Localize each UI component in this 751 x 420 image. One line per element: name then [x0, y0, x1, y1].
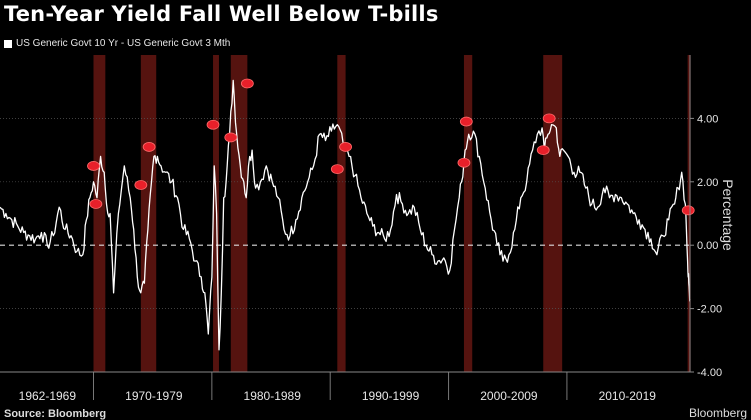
inversion-marker	[240, 78, 254, 89]
y-tick-label: 0.00	[697, 240, 718, 252]
x-decade-label: 2010-2019	[599, 389, 657, 403]
x-decade-label: 1962-1969	[19, 389, 77, 403]
yield-spread-line	[0, 79, 691, 351]
inversion-marker	[330, 164, 344, 175]
inversion-marker	[536, 145, 550, 156]
inversion-marker	[224, 132, 238, 143]
inversion-marker	[87, 161, 100, 171]
inversion-marker	[459, 116, 473, 127]
inversion-marker	[206, 119, 220, 130]
y-tick-label: -2.00	[697, 304, 722, 316]
recession-band	[543, 55, 563, 372]
recession-band	[93, 55, 106, 372]
y-tick-label: 2.00	[697, 177, 718, 189]
x-decade-label: 2000-2009	[480, 389, 538, 403]
inversion-marker	[134, 180, 148, 190]
x-decade-label: 1970-1979	[125, 389, 183, 403]
inversion-marker	[339, 142, 352, 152]
legend-label: US Generic Govt 10 Yr - US Generic Govt …	[16, 38, 231, 49]
recession-band	[230, 55, 248, 372]
recession-band	[337, 55, 346, 372]
inversion-marker	[142, 142, 156, 152]
y-axis-label: Percentage	[720, 179, 736, 251]
inversion-marker	[681, 205, 695, 216]
source-note: Source: Bloomberg	[4, 408, 107, 420]
brand-mark: Bloomberg	[688, 406, 747, 420]
x-decade-label: 1990-1999	[362, 389, 420, 403]
inversion-marker	[542, 113, 556, 124]
y-tick-label: -4.00	[697, 367, 722, 379]
recession-band	[463, 55, 473, 372]
inversion-marker	[457, 157, 471, 168]
y-tick-label: 4.00	[697, 113, 718, 125]
legend: US Generic Govt 10 Yr - US Generic Govt …	[4, 38, 230, 49]
x-decade-label: 1980-1989	[244, 389, 302, 403]
chart-title: Ten-Year Yield Fall Well Below T-bills	[4, 2, 439, 26]
inversion-marker	[89, 199, 103, 209]
legend-swatch	[4, 39, 12, 48]
